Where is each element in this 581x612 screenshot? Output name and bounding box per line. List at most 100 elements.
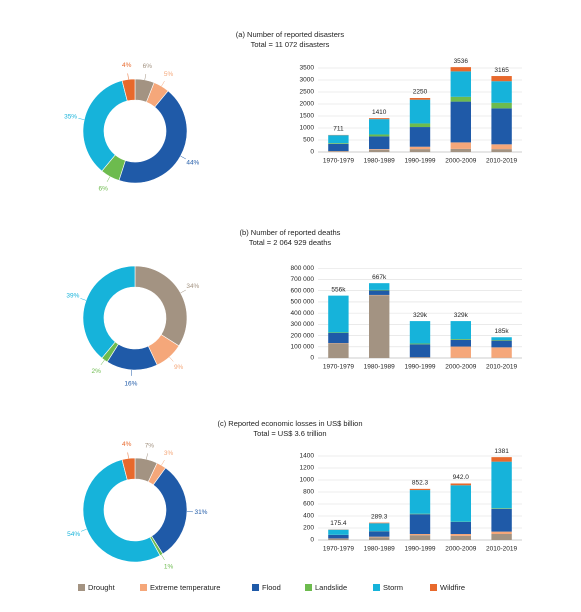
- x-tick-label: 2000-2009: [445, 364, 476, 371]
- bar-segment: [328, 143, 349, 152]
- slice-label: 5%: [164, 71, 174, 78]
- leader-line: [161, 80, 165, 87]
- donut-slice: [82, 80, 128, 172]
- bar-segment: [450, 485, 471, 522]
- bar-segment: [369, 537, 390, 540]
- total-label: 2250: [413, 89, 428, 96]
- slice-label: 39%: [66, 292, 79, 299]
- y-tick-label: 300 000: [291, 321, 315, 328]
- leader-line: [106, 176, 111, 182]
- y-tick-label: 200 000: [291, 332, 315, 339]
- y-tick-label: 0: [310, 149, 314, 156]
- bar-segment: [328, 538, 349, 540]
- total-label: 667k: [372, 274, 387, 281]
- bar-segment: [491, 81, 512, 103]
- leader-line: [127, 73, 129, 80]
- total-label: 556k: [331, 286, 346, 293]
- leader-line: [146, 453, 148, 460]
- chart-title: (a) Number of reported disasters: [236, 30, 345, 39]
- y-tick-label: 100 000: [291, 343, 315, 350]
- slice-label: 2%: [92, 368, 102, 375]
- y-tick-label: 800: [303, 489, 314, 496]
- x-tick-label: 1990-1999: [404, 364, 435, 371]
- y-tick-label: 1500: [300, 113, 315, 120]
- bar-segment: [491, 102, 512, 109]
- bar-segment: [369, 523, 390, 532]
- y-tick-label: 1200: [300, 465, 315, 472]
- bar-segment: [369, 290, 390, 295]
- x-tick-label: 1970-1979: [323, 158, 354, 165]
- bar-segment: [409, 98, 431, 100]
- total-label: 329k: [413, 312, 428, 319]
- legend-swatch: [78, 584, 85, 591]
- bar-segment: [491, 340, 512, 348]
- total-label: 1410: [372, 109, 387, 116]
- slice-label: 35%: [64, 113, 77, 120]
- bar-segment: [328, 143, 349, 144]
- y-tick-label: 0: [310, 537, 314, 544]
- legend-swatch: [373, 584, 380, 591]
- x-tick-label: 1970-1979: [323, 364, 354, 371]
- leader-line: [80, 298, 87, 301]
- y-tick-label: 400 000: [291, 310, 315, 317]
- bar-segment: [328, 135, 349, 144]
- legend-label: Flood: [262, 583, 281, 592]
- total-label: 329k: [454, 312, 469, 319]
- bar-segment: [369, 134, 390, 137]
- total-label: 3165: [494, 67, 509, 74]
- bar-segment: [450, 483, 471, 486]
- bar-segment: [369, 283, 390, 290]
- bar-segment: [409, 344, 431, 358]
- y-tick-label: 1400: [300, 453, 315, 460]
- chart-subtitle: Total = US$ 3.6 trillion: [253, 429, 326, 438]
- donut-slice: [82, 265, 136, 359]
- legend-label: Storm: [383, 583, 403, 592]
- bar-segment: [450, 339, 471, 347]
- bar-segment: [491, 457, 512, 462]
- slice-label: 16%: [124, 381, 137, 388]
- x-tick-label: 2010-2019: [486, 364, 517, 371]
- y-tick-label: 3000: [300, 77, 315, 84]
- chart-subtitle: Total = 11 072 disasters: [251, 40, 330, 49]
- total-label: 852.3: [412, 480, 429, 487]
- slice-label: 4%: [122, 441, 132, 448]
- y-tick-label: 1000: [300, 125, 315, 132]
- total-label: 3536: [454, 58, 469, 65]
- bar-segment: [450, 71, 471, 97]
- slice-label: 1%: [164, 564, 174, 571]
- y-tick-label: 200: [303, 525, 314, 532]
- y-tick-label: 700 000: [291, 276, 315, 283]
- bar-segment: [369, 289, 390, 291]
- x-tick-label: 1990-1999: [404, 546, 435, 553]
- bar-segment: [409, 357, 431, 358]
- bar-segment: [450, 96, 471, 102]
- total-label: 185k: [495, 328, 510, 335]
- x-tick-label: 1980-1989: [364, 158, 395, 165]
- slice-label: 7%: [145, 442, 155, 449]
- bar-segment: [450, 346, 471, 358]
- bar-segment: [491, 144, 512, 150]
- bar-segment: [409, 488, 431, 491]
- bar-segment: [328, 534, 349, 539]
- x-tick-label: 2000-2009: [445, 158, 476, 165]
- bar-segment: [491, 508, 512, 532]
- bar-segment: [409, 123, 431, 128]
- y-tick-label: 600: [303, 501, 314, 508]
- bar-segment: [328, 332, 349, 344]
- leader-line: [127, 452, 129, 459]
- bar-segment: [409, 99, 431, 124]
- bar-segment: [409, 321, 431, 344]
- leader-line: [78, 118, 85, 120]
- bar-segment: [409, 535, 431, 540]
- bar-segment: [328, 529, 349, 535]
- slice-label: 9%: [174, 364, 184, 371]
- x-tick-label: 2000-2009: [445, 546, 476, 553]
- bar-segment: [491, 534, 512, 540]
- bar-segment: [491, 108, 512, 145]
- chart-subtitle: Total = 2 064 929 deaths: [249, 238, 332, 247]
- x-tick-label: 2010-2019: [486, 546, 517, 553]
- y-tick-label: 3500: [300, 65, 315, 72]
- slice-label: 4%: [122, 62, 132, 69]
- bar-segment: [491, 337, 512, 341]
